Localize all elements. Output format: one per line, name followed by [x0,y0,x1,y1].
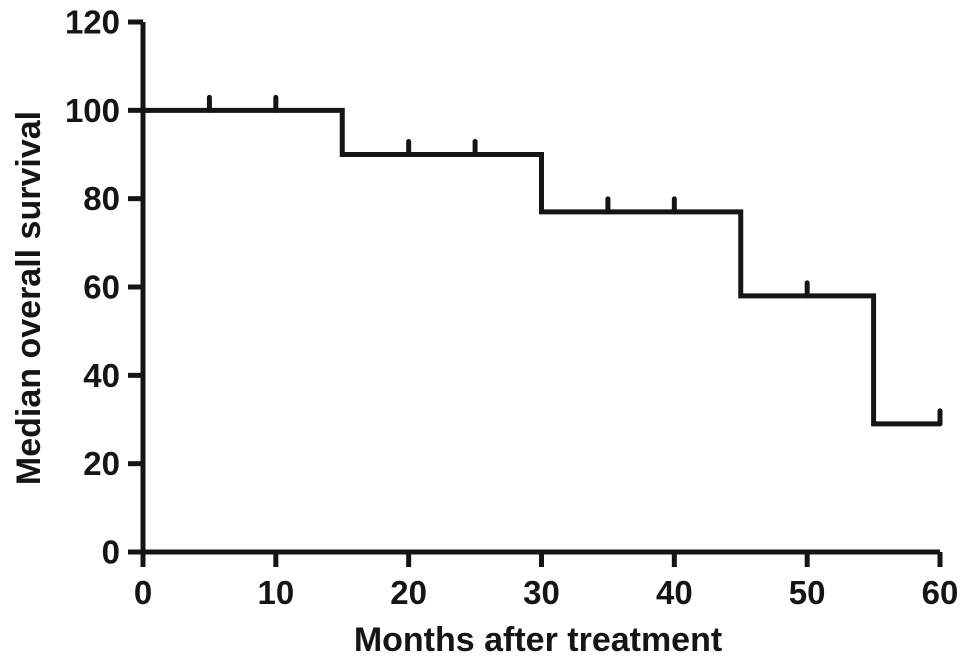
y-axis-ticks [128,19,143,555]
y-tick-label: 100 [65,92,120,129]
y-tick-label: 80 [83,180,120,217]
x-axis-ticks [140,552,943,567]
x-tick-label: 40 [656,574,693,611]
x-tick-label: 50 [789,574,826,611]
x-axis-tick-labels: 0 10 20 30 40 50 60 [134,574,959,611]
x-tick-label: 20 [390,574,427,611]
y-axis-label: Median overall survival [10,111,48,485]
x-tick-label: 60 [922,574,959,611]
y-tick-label: 120 [65,4,120,41]
x-tick-label: 10 [257,574,294,611]
censor-marks [206,94,943,427]
y-tick-label: 20 [83,445,120,482]
axes [140,22,940,555]
x-axis-label: Months after treatment [354,621,722,659]
x-tick-label: 0 [134,574,152,611]
y-axis-tick-labels: 0 20 40 60 80 100 120 [65,4,120,571]
survival-curve [143,107,940,427]
x-tick-label: 30 [523,574,560,611]
y-tick-label: 40 [83,357,120,394]
y-tick-label: 0 [102,534,120,571]
y-tick-label: 60 [83,269,120,306]
